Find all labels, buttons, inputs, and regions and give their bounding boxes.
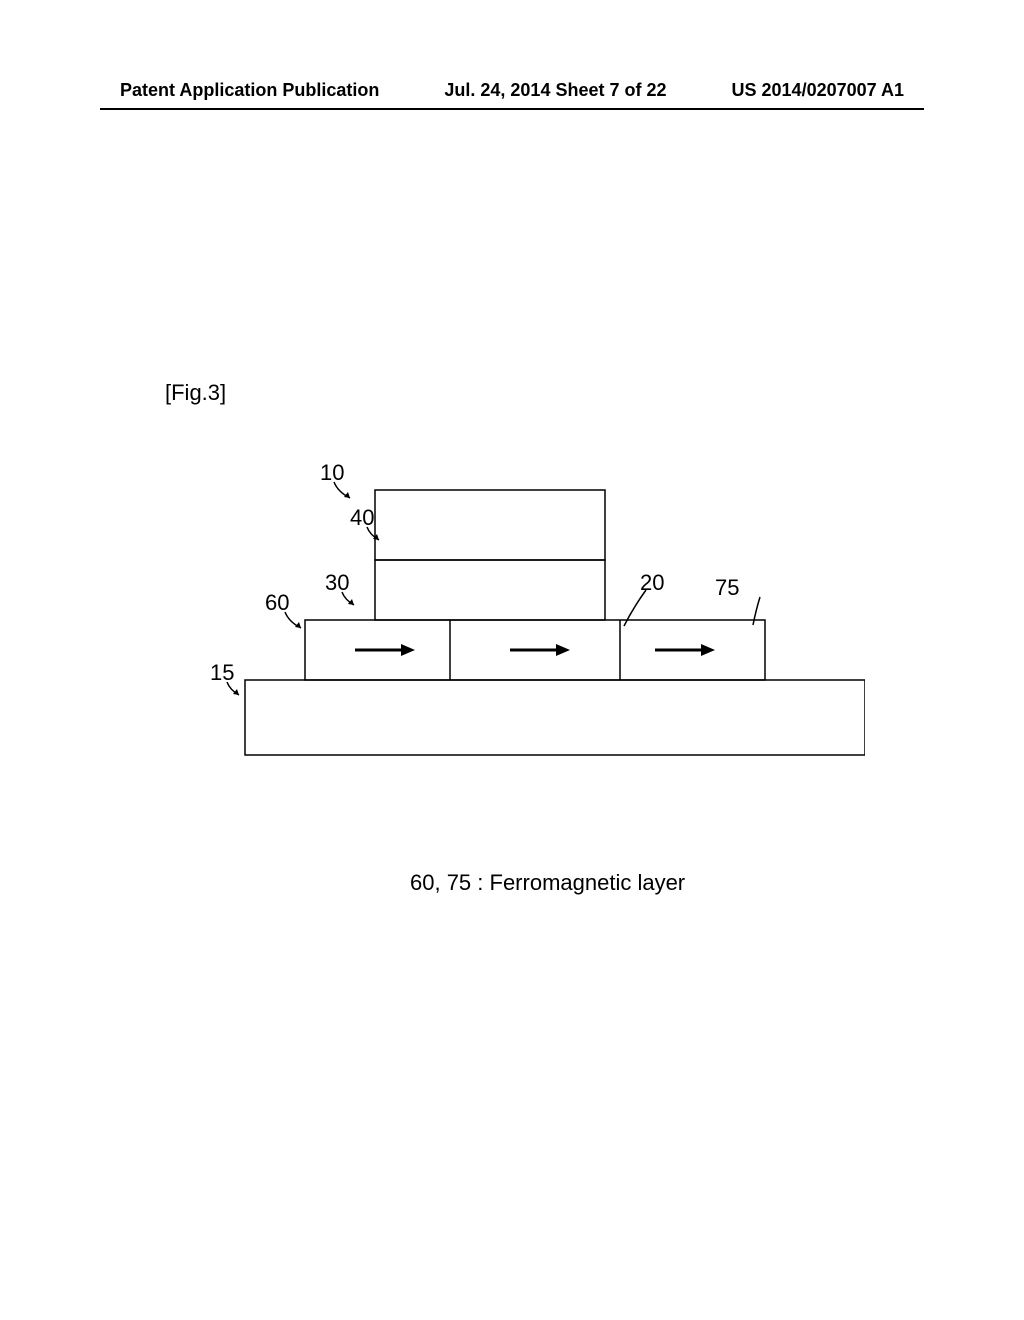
ref-75: 75 (715, 575, 739, 601)
ref-75-text: 75 (715, 575, 739, 600)
ref-30: 30 (325, 570, 349, 596)
leader-40-icon (365, 525, 390, 547)
leader-60-icon (283, 610, 313, 635)
ref-60: 60 (265, 590, 289, 616)
leader-75-icon (750, 595, 785, 635)
ref-20: 20 (640, 570, 664, 596)
figure-label: [Fig.3] (165, 380, 226, 406)
header-left: Patent Application Publication (120, 80, 379, 101)
figure-diagram: 10 40 30 60 20 (225, 460, 865, 760)
leader-20-icon (618, 588, 653, 633)
leader-10-icon (332, 480, 362, 505)
header-center: Jul. 24, 2014 Sheet 7 of 22 (444, 80, 666, 101)
figure-caption: 60, 75 : Ferromagnetic layer (410, 870, 685, 896)
leader-15-icon (225, 680, 250, 702)
header-divider (100, 108, 924, 110)
ref-10: 10 (320, 460, 344, 486)
header-right: US 2014/0207007 A1 (732, 80, 904, 101)
page-header: Patent Application Publication Jul. 24, … (0, 80, 1024, 101)
ref-40: 40 (350, 505, 374, 531)
ref-15: 15 (210, 660, 234, 686)
leader-30-icon (340, 590, 365, 612)
